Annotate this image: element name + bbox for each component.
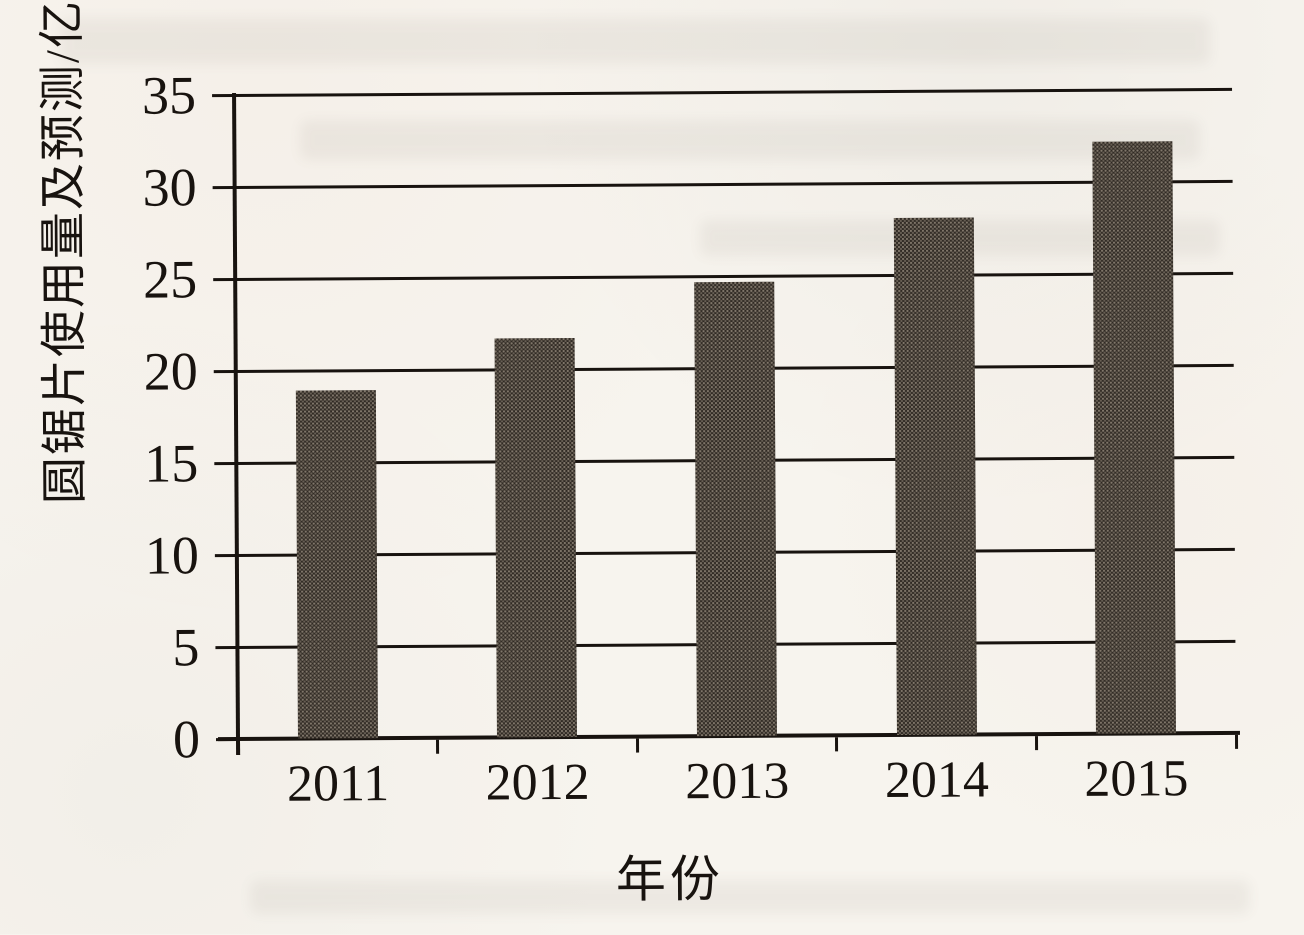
y-tick-label-30: 30 — [142, 157, 197, 218]
y-tick-35 — [212, 93, 235, 97]
bar-2014 — [893, 217, 977, 735]
bar-2013 — [694, 281, 777, 737]
x-tick-label-2015: 2015 — [1084, 750, 1189, 808]
plot-area: 0 5 10 15 20 25 30 35 2011 2012 2013 2014 2015 — [142, 65, 1240, 813]
x-tick-0 — [236, 741, 240, 756]
y-tick-10 — [214, 553, 237, 557]
page-bleedthrough — [60, 18, 1210, 64]
y-tick-label-20: 20 — [143, 341, 198, 402]
y-tick-label-35: 35 — [141, 65, 197, 126]
y-tick-25 — [213, 277, 236, 281]
x-tick-3 — [835, 737, 839, 752]
y-tick-5 — [215, 645, 238, 649]
bar-2015 — [1092, 140, 1177, 734]
bar-2011 — [295, 390, 378, 739]
x-tick-4 — [1034, 736, 1038, 751]
y-tick-label-15: 15 — [144, 433, 199, 494]
page-bleedthrough — [300, 120, 1200, 160]
x-tick-1 — [436, 739, 440, 754]
page-bleedthrough — [250, 880, 1250, 914]
x-tick-label-2014: 2014 — [884, 751, 990, 810]
y-tick-label-25: 25 — [143, 249, 198, 310]
x-tick-label-2013: 2013 — [685, 752, 790, 811]
x-tick-5 — [1234, 734, 1238, 749]
y-axis-line — [232, 93, 241, 756]
y-tick-30 — [212, 185, 235, 189]
y-axis-title-text: 圆锯片使用量及预测/亿片 — [36, 0, 93, 505]
y-tick-15 — [214, 461, 237, 465]
y-tick-label-10: 10 — [144, 525, 200, 586]
y-tick-20 — [213, 369, 236, 373]
x-axis-title: 年份 — [615, 851, 725, 908]
y-tick-label-5: 5 — [172, 617, 200, 678]
bar-2012 — [494, 337, 578, 738]
gridline-30 — [234, 179, 1233, 189]
x-tick-label-2011: 2011 — [286, 755, 390, 813]
x-tick-label-2012: 2012 — [485, 753, 590, 812]
y-tick-0 — [215, 737, 239, 741]
y-tick-label-0: 0 — [172, 709, 201, 770]
x-tick-2 — [635, 738, 639, 753]
y-axis-title: 圆锯片使用量及预测/亿片 — [25, 0, 95, 504]
gridline-25 — [235, 271, 1234, 281]
gridline-35 — [234, 87, 1233, 97]
